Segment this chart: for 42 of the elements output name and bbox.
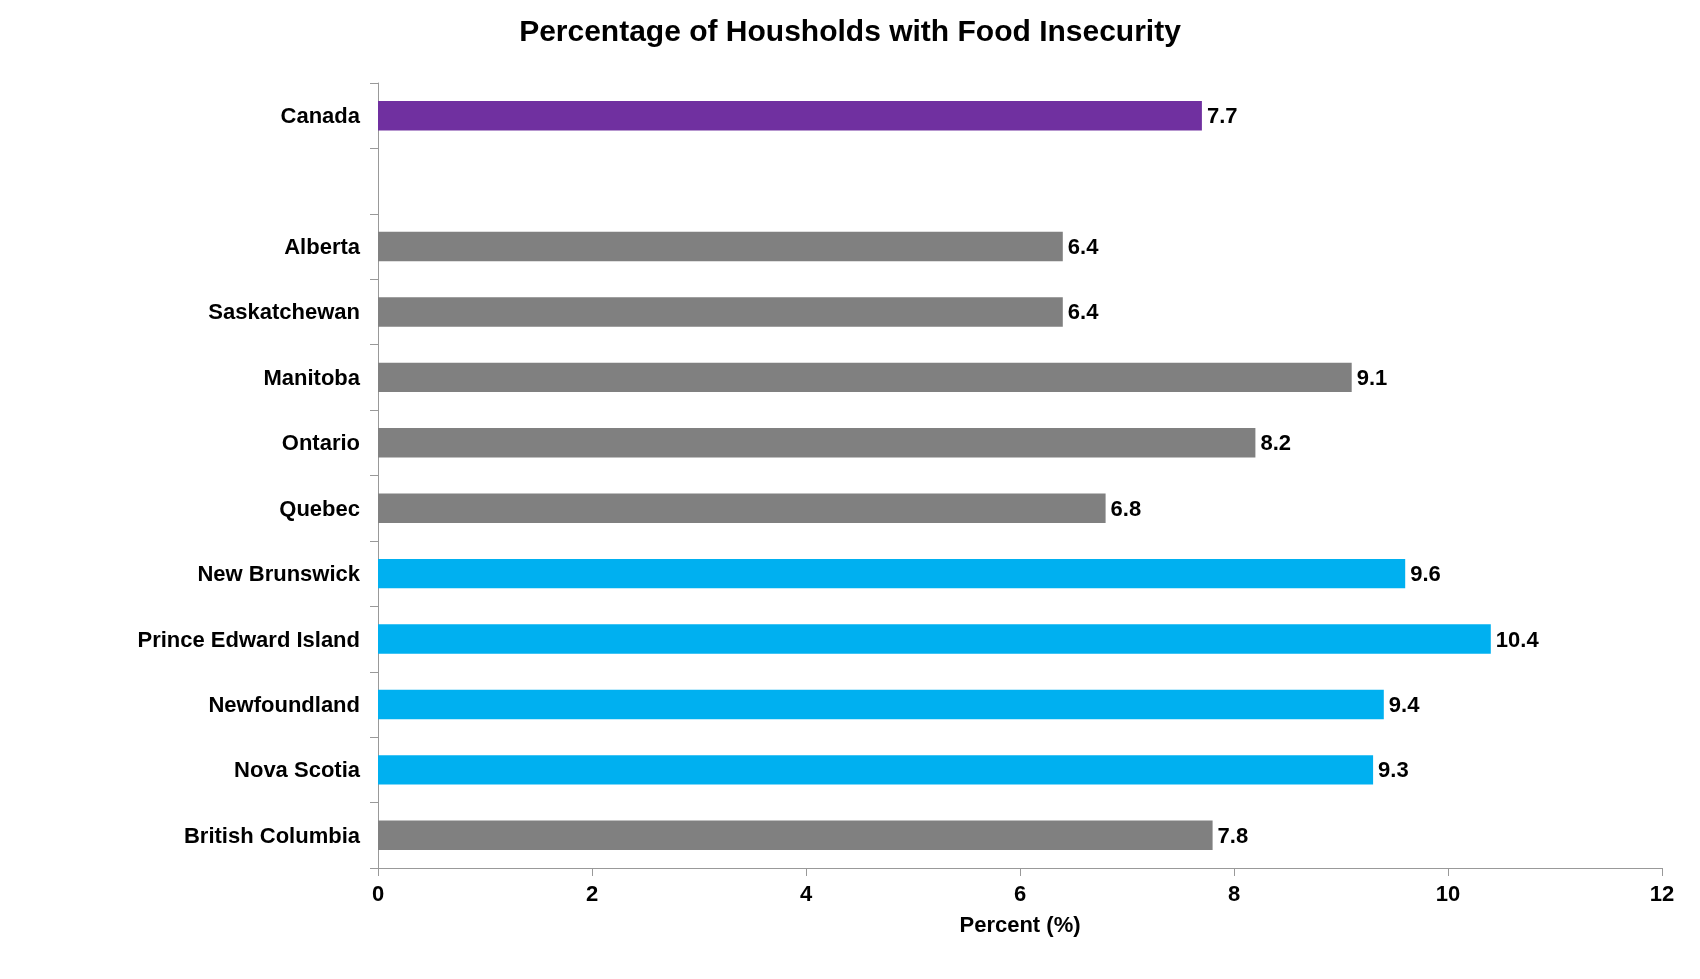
- bar: [378, 689, 1384, 720]
- bar: [378, 820, 1213, 851]
- bar: [378, 558, 1406, 589]
- y-tick-label: British Columbia: [183, 822, 361, 848]
- bar: [378, 755, 1374, 785]
- bar: [378, 493, 1106, 523]
- data-label: 9.3: [1378, 757, 1409, 783]
- data-label: 7.8: [1217, 822, 1249, 848]
- x-axis-title: Percent (%): [959, 911, 1081, 937]
- y-tick-label: Newfoundland: [208, 691, 360, 717]
- data-label: 6.4: [1067, 234, 1100, 260]
- bar: [378, 624, 1491, 654]
- chart-title: Percentage of Housholds with Food Insecurity: [519, 13, 1182, 47]
- y-tick-label: Ontario: [281, 430, 360, 456]
- data-label: 6.4: [1067, 299, 1100, 325]
- y-tick-label: Alberta: [284, 234, 361, 260]
- x-tick-label: 6: [1013, 880, 1027, 906]
- data-label: 7.7: [1206, 103, 1238, 129]
- y-tick-label: Quebec: [279, 495, 360, 521]
- bar: [378, 100, 1202, 131]
- y-tick-label: Prince Edward Island: [137, 626, 360, 652]
- data-label: 9.6: [1410, 561, 1441, 587]
- x-tick-label: 0: [371, 880, 385, 906]
- y-tick-label: Saskatchewan: [208, 299, 360, 325]
- bar: [378, 297, 1063, 327]
- x-tick-label: 2: [585, 880, 599, 906]
- bar: [378, 428, 1256, 458]
- data-label: 9.1: [1356, 364, 1388, 390]
- bar: [378, 231, 1063, 262]
- data-label: 6.8: [1110, 495, 1142, 521]
- x-tick-label: 12: [1649, 880, 1675, 906]
- x-tick-label: 10: [1435, 880, 1461, 906]
- y-tick-label: Canada: [280, 103, 361, 129]
- x-tick-label: 8: [1227, 880, 1241, 906]
- data-label: 9.4: [1388, 691, 1421, 717]
- x-tick-label: 4: [799, 880, 813, 906]
- data-label: 10.4: [1495, 626, 1540, 652]
- y-tick-label: Manitoba: [263, 364, 361, 390]
- y-tick-label: Nova Scotia: [234, 757, 361, 783]
- bar: [378, 362, 1352, 393]
- data-label: 8.2: [1260, 430, 1291, 456]
- y-tick-label: New Brunswick: [197, 561, 361, 587]
